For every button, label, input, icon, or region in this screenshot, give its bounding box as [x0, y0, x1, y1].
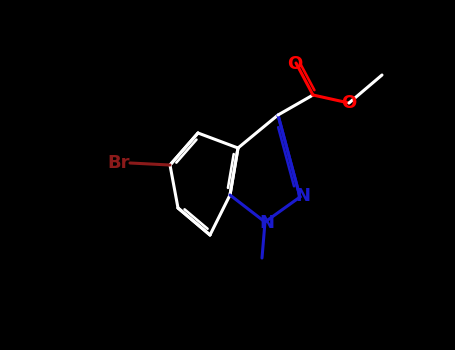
Text: Br: Br — [107, 154, 130, 172]
Text: O: O — [341, 94, 357, 112]
Text: O: O — [288, 55, 303, 73]
Text: N: N — [295, 187, 310, 205]
Text: N: N — [259, 214, 274, 232]
